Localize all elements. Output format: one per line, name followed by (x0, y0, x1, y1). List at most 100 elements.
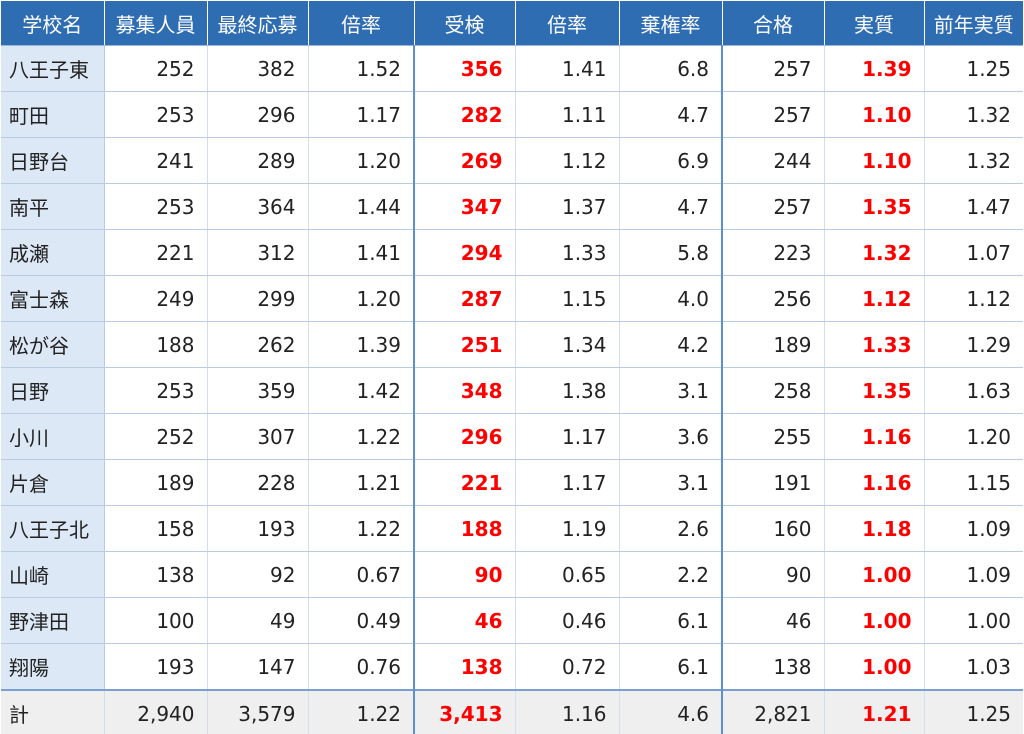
table-footer: 計 2,940 3,579 1.22 3,413 1.16 4.6 2,821 1.21 1.25 (1, 689, 1023, 734)
cell-application-ratio: 1.17 (308, 91, 415, 138)
cell-exam-ratio: 1.19 (515, 505, 620, 552)
cell-examinees: 348 (414, 367, 516, 414)
column-header-capacity: 募集人員 (104, 1, 208, 46)
cell-school-name: 野津田 (1, 597, 105, 644)
cell-school-name: 日野台 (1, 137, 105, 184)
cell-capacity: 221 (104, 229, 208, 276)
cell-school-name: 南平 (1, 183, 105, 230)
cell-capacity: 253 (104, 183, 208, 230)
cell-passed: 191 (722, 459, 825, 506)
cell-prev-actual-ratio: 1.32 (924, 91, 1023, 138)
cell-application-ratio: 0.49 (308, 597, 415, 644)
cell-actual-ratio: 1.39 (824, 45, 925, 92)
table-row: 野津田 100 49 0.49 46 0.46 6.1 46 1.00 1.00 (1, 597, 1023, 644)
cell-capacity: 252 (104, 413, 208, 460)
table-row: 八王子北 158 193 1.22 188 1.19 2.6 160 1.18 1.09 (1, 505, 1023, 552)
cell-absence-rate: 2.2 (619, 551, 723, 598)
cell-actual-ratio: 1.10 (824, 91, 925, 138)
cell-passed: 257 (722, 45, 825, 92)
column-header-application-ratio: 倍率 (308, 1, 415, 46)
table-row: 小川 252 307 1.22 296 1.17 3.6 255 1.16 1.20 (1, 413, 1023, 460)
cell-school-name: 町田 (1, 91, 105, 138)
cell-examinees: 287 (414, 275, 516, 322)
cell-absence-rate: 6.9 (619, 137, 723, 184)
total-cell-passed: 2,821 (722, 689, 825, 734)
column-header-final-applicants: 最終応募 (207, 1, 309, 46)
table-row: 富士森 249 299 1.20 287 1.15 4.0 256 1.12 1.12 (1, 275, 1023, 322)
cell-final-applicants: 296 (207, 91, 309, 138)
cell-final-applicants: 193 (207, 505, 309, 552)
cell-exam-ratio: 1.33 (515, 229, 620, 276)
cell-passed: 257 (722, 183, 825, 230)
total-cell-examinees: 3,413 (414, 689, 516, 734)
table-header: 学校名 募集人員 最終応募 倍率 受検 倍率 棄権率 合格 実質 前年実質 (1, 1, 1023, 46)
cell-prev-actual-ratio: 1.32 (924, 137, 1023, 184)
cell-capacity: 241 (104, 137, 208, 184)
cell-capacity: 253 (104, 91, 208, 138)
cell-absence-rate: 3.1 (619, 367, 723, 414)
cell-prev-actual-ratio: 1.15 (924, 459, 1023, 506)
cell-application-ratio: 1.52 (308, 45, 415, 92)
cell-actual-ratio: 1.10 (824, 137, 925, 184)
cell-final-applicants: 228 (207, 459, 309, 506)
cell-school-name: 松が谷 (1, 321, 105, 368)
table-row: 南平 253 364 1.44 347 1.37 4.7 257 1.35 1.47 (1, 183, 1023, 230)
cell-exam-ratio: 0.46 (515, 597, 620, 644)
cell-passed: 160 (722, 505, 825, 552)
cell-prev-actual-ratio: 1.29 (924, 321, 1023, 368)
cell-final-applicants: 49 (207, 597, 309, 644)
total-cell-absence-rate: 4.6 (619, 689, 723, 734)
cell-application-ratio: 0.67 (308, 551, 415, 598)
cell-absence-rate: 3.1 (619, 459, 723, 506)
cell-actual-ratio: 1.00 (824, 551, 925, 598)
cell-capacity: 253 (104, 367, 208, 414)
cell-final-applicants: 262 (207, 321, 309, 368)
cell-prev-actual-ratio: 1.63 (924, 367, 1023, 414)
cell-school-name: 翔陽 (1, 643, 105, 691)
cell-capacity: 158 (104, 505, 208, 552)
cell-capacity: 188 (104, 321, 208, 368)
cell-absence-rate: 4.7 (619, 183, 723, 230)
cell-prev-actual-ratio: 1.20 (924, 413, 1023, 460)
cell-absence-rate: 6.1 (619, 597, 723, 644)
column-header-examinees: 受検 (414, 1, 516, 46)
cell-examinees: 188 (414, 505, 516, 552)
total-cell-capacity: 2,940 (104, 689, 208, 734)
cell-application-ratio: 1.20 (308, 137, 415, 184)
cell-passed: 255 (722, 413, 825, 460)
cell-final-applicants: 307 (207, 413, 309, 460)
cell-exam-ratio: 0.65 (515, 551, 620, 598)
cell-exam-ratio: 1.11 (515, 91, 620, 138)
cell-final-applicants: 147 (207, 643, 309, 691)
cell-passed: 138 (722, 643, 825, 691)
cell-absence-rate: 2.6 (619, 505, 723, 552)
cell-exam-ratio: 1.34 (515, 321, 620, 368)
cell-absence-rate: 6.8 (619, 45, 723, 92)
cell-examinees: 251 (414, 321, 516, 368)
cell-passed: 223 (722, 229, 825, 276)
cell-exam-ratio: 1.41 (515, 45, 620, 92)
cell-actual-ratio: 1.00 (824, 597, 925, 644)
cell-application-ratio: 1.39 (308, 321, 415, 368)
cell-exam-ratio: 1.15 (515, 275, 620, 322)
cell-examinees: 90 (414, 551, 516, 598)
cell-prev-actual-ratio: 1.00 (924, 597, 1023, 644)
cell-examinees: 269 (414, 137, 516, 184)
cell-examinees: 138 (414, 643, 516, 691)
cell-capacity: 252 (104, 45, 208, 92)
column-header-absence-rate: 棄権率 (619, 1, 723, 46)
column-header-prev-actual-ratio: 前年実質 (924, 1, 1023, 46)
cell-actual-ratio: 1.35 (824, 367, 925, 414)
table-row: 成瀬 221 312 1.41 294 1.33 5.8 223 1.32 1.07 (1, 229, 1023, 276)
cell-application-ratio: 1.21 (308, 459, 415, 506)
cell-exam-ratio: 1.38 (515, 367, 620, 414)
cell-application-ratio: 1.41 (308, 229, 415, 276)
cell-passed: 90 (722, 551, 825, 598)
cell-application-ratio: 1.42 (308, 367, 415, 414)
cell-absence-rate: 4.7 (619, 91, 723, 138)
cell-prev-actual-ratio: 1.03 (924, 643, 1023, 691)
cell-school-name: 山崎 (1, 551, 105, 598)
cell-actual-ratio: 1.35 (824, 183, 925, 230)
cell-final-applicants: 92 (207, 551, 309, 598)
